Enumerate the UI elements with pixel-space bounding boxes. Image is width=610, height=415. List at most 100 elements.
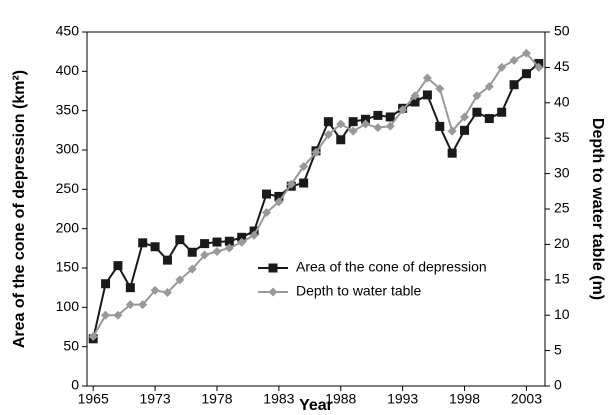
x-axis-title: Year — [299, 397, 333, 414]
data-point — [460, 125, 470, 135]
data-point — [435, 121, 445, 131]
data-point — [187, 247, 197, 257]
data-point — [361, 119, 371, 129]
x-tick-label: 1998 — [449, 391, 480, 407]
data-point — [200, 239, 210, 249]
y2-tick-label: 30 — [554, 164, 570, 180]
y2-axis-title: Depth to water table (m) — [589, 118, 606, 300]
data-point — [348, 126, 358, 136]
data-point — [113, 261, 123, 271]
y2-tick-label: 35 — [554, 129, 570, 145]
legend-marker — [268, 263, 278, 273]
data-point — [348, 117, 358, 127]
data-point — [138, 300, 148, 310]
y2-tick-label: 25 — [554, 200, 570, 216]
data-point — [422, 90, 432, 100]
y2-tick-label: 50 — [554, 23, 570, 39]
data-point — [484, 114, 494, 124]
y2-tick-label: 40 — [554, 94, 570, 110]
data-point — [534, 62, 544, 72]
data-point — [138, 238, 148, 248]
data-point — [224, 236, 234, 246]
y-tick-label: 400 — [56, 62, 80, 78]
data-point — [261, 189, 271, 199]
data-point — [212, 246, 222, 256]
data-point — [521, 69, 531, 79]
data-point — [410, 91, 420, 101]
data-point — [261, 208, 271, 218]
data-point — [472, 91, 482, 101]
y2-tick-label: 20 — [554, 235, 570, 251]
data-point — [150, 285, 160, 295]
y2-tick-label: 15 — [554, 271, 570, 287]
data-point — [484, 82, 494, 92]
x-tick-label: 1983 — [263, 391, 294, 407]
data-point — [336, 135, 346, 145]
y2-tick-label: 45 — [554, 58, 570, 74]
legend-label: Area of the cone of depression — [296, 259, 487, 275]
y-axis-title: Area of the cone of depression (km²) — [11, 70, 28, 348]
data-point — [422, 73, 432, 83]
y-tick-label: 300 — [56, 141, 80, 157]
y-tick-label: 250 — [56, 180, 80, 196]
y2-tick-label: 10 — [554, 306, 570, 322]
y-tick-label: 200 — [56, 219, 80, 235]
data-point — [175, 235, 185, 245]
data-point — [336, 119, 346, 129]
legend-label: Depth to water table — [296, 283, 422, 299]
data-point — [101, 279, 111, 289]
data-point — [373, 110, 383, 120]
data-point — [299, 162, 309, 172]
y2-tick-label: 5 — [554, 341, 562, 357]
legend-marker — [268, 287, 278, 297]
data-point — [509, 55, 519, 65]
data-point — [274, 197, 284, 207]
x-tick-label: 1978 — [201, 391, 232, 407]
x-tick-label: 1988 — [325, 391, 356, 407]
x-tick-label: 1973 — [140, 391, 171, 407]
data-point — [212, 237, 222, 247]
data-point — [472, 107, 482, 117]
data-point — [509, 80, 519, 90]
y-tick-label: 450 — [56, 23, 80, 39]
data-point — [237, 232, 247, 242]
y-tick-label: 150 — [56, 259, 80, 275]
data-point — [497, 107, 507, 117]
data-point — [385, 121, 395, 131]
y-tick-label: 100 — [56, 298, 80, 314]
y-tick-label: 0 — [71, 377, 79, 393]
plot-frame — [86, 31, 546, 387]
data-point — [150, 242, 160, 252]
data-point — [447, 126, 457, 136]
data-point — [361, 114, 371, 124]
data-point — [125, 300, 135, 310]
data-point — [385, 112, 395, 122]
data-point — [113, 310, 123, 320]
data-point — [460, 112, 470, 122]
data-point — [299, 178, 309, 188]
data-point — [497, 62, 507, 72]
x-tick-label: 2003 — [511, 391, 542, 407]
data-point — [323, 117, 333, 127]
y-tick-label: 350 — [56, 101, 80, 117]
data-point — [88, 331, 98, 341]
data-point — [286, 179, 296, 189]
data-point — [410, 97, 420, 107]
data-point — [162, 288, 172, 298]
data-point — [373, 123, 383, 133]
data-point — [175, 275, 185, 285]
data-point — [249, 230, 259, 240]
x-tick-label: 1965 — [78, 391, 109, 407]
data-point — [447, 148, 457, 158]
y2-tick-label: 0 — [554, 377, 562, 393]
data-point — [187, 264, 197, 274]
x-tick-label: 1993 — [387, 391, 418, 407]
data-point — [274, 191, 284, 201]
data-point — [435, 84, 445, 94]
data-point — [200, 250, 210, 260]
data-point — [311, 147, 321, 157]
data-point — [224, 243, 234, 253]
data-point — [398, 105, 408, 115]
data-point — [162, 255, 172, 265]
